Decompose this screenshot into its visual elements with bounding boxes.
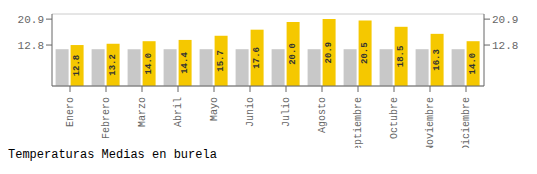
svg-text:12.8: 12.8 [18,40,44,52]
svg-text:Mayo: Mayo [209,97,220,121]
svg-text:12.8: 12.8 [72,55,82,77]
svg-text:14.4: 14.4 [180,52,190,74]
svg-text:Abril: Abril [173,97,184,127]
svg-text:18.5: 18.5 [396,46,406,68]
svg-text:20.9: 20.9 [492,14,518,26]
svg-text:Febrero: Febrero [101,97,112,139]
svg-text:20.0: 20.0 [288,43,298,65]
svg-text:20.9: 20.9 [18,14,44,26]
svg-text:13.2: 13.2 [108,54,118,76]
svg-text:Octubre: Octubre [389,97,400,139]
svg-text:Enero: Enero [65,97,76,127]
svg-text:12.8: 12.8 [492,40,518,52]
svg-text:Junio: Junio [245,97,256,127]
svg-text:14.0: 14.0 [144,53,154,75]
svg-text:14.0: 14.0 [468,53,478,75]
svg-text:Noviembre: Noviembre [425,97,436,148]
svg-text:17.6: 17.6 [252,47,262,69]
svg-text:Julio: Julio [281,97,292,127]
svg-text:Marzo: Marzo [137,97,148,127]
svg-text:Septiembre: Septiembre [353,97,364,148]
svg-text:20.9: 20.9 [324,42,334,64]
svg-text:20.5: 20.5 [360,42,370,64]
svg-text:Diciembre: Diciembre [461,97,472,148]
svg-text:15.7: 15.7 [216,50,226,72]
html-text:Temperaturas Medias en burela: Temperaturas Medias en burela [8,148,217,162]
svg-text:16.3: 16.3 [432,49,442,71]
svg-text:Agosto: Agosto [317,97,328,133]
